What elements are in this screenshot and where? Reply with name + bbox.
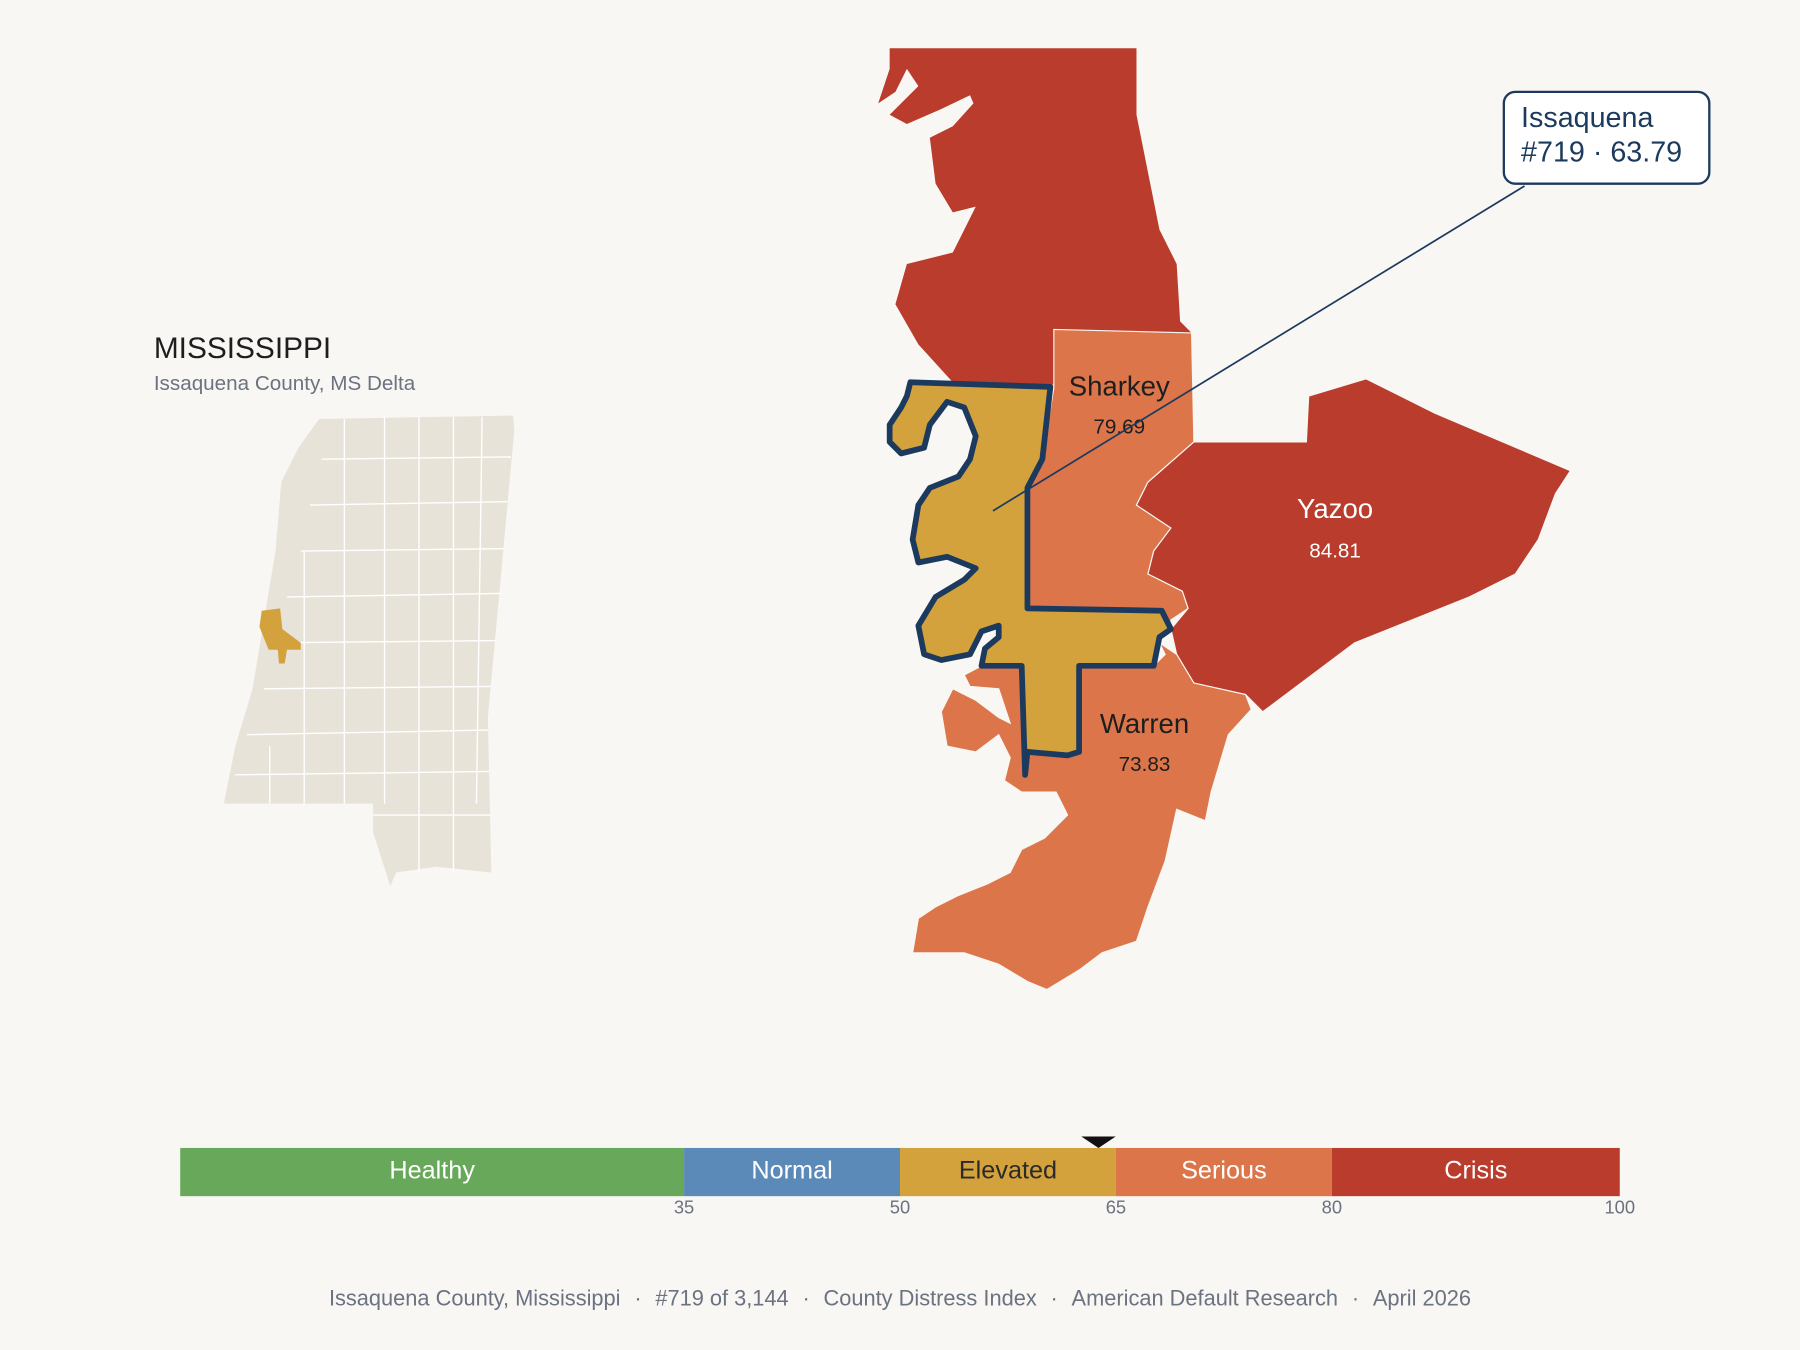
scale-band-label: Elevated xyxy=(959,1157,1057,1185)
footer-item: April 2026 xyxy=(1373,1285,1471,1310)
distress-scale: Healthy Normal Elevated Serious Crisis 35 50 65… xyxy=(180,1136,1635,1218)
footer-item: #719 of 3,144 xyxy=(655,1285,788,1310)
county-name: Sharkey xyxy=(1069,370,1170,401)
footer-separator: · xyxy=(802,1285,809,1310)
scale-band xyxy=(1115,1147,1332,1197)
county-name: Yazoo xyxy=(1297,493,1373,524)
county-name: Warren xyxy=(1100,708,1189,739)
issaquena-inset xyxy=(259,608,301,664)
scale-band xyxy=(180,1147,685,1197)
footer-item: County Distress Index xyxy=(824,1285,1037,1310)
scale-tick-label: 80 xyxy=(1322,1197,1342,1218)
scale-band-label: Normal xyxy=(751,1157,832,1185)
callout-leader xyxy=(992,185,1525,512)
state-inset xyxy=(223,415,515,887)
county-warren xyxy=(911,641,1252,991)
scale-band xyxy=(1331,1147,1620,1197)
county-issaquena[interactable] xyxy=(886,379,1174,778)
footer-separator: · xyxy=(634,1285,641,1310)
footer-item: American Default Research xyxy=(1072,1285,1339,1310)
scale-band xyxy=(900,1147,1116,1197)
footer: Issaquena County, Mississippi · #719 of 3,… xyxy=(329,1285,1471,1310)
scale-tick-label: 100 xyxy=(1604,1197,1635,1218)
state-subtitle: Issaquena County, MS Delta xyxy=(154,372,416,395)
county-value: 84.81 xyxy=(1309,540,1361,563)
scale-tick-label: 50 xyxy=(890,1197,910,1218)
county-washington xyxy=(878,48,1192,385)
county-value: 79.69 xyxy=(1093,416,1145,439)
county-yazoo xyxy=(1135,378,1572,713)
scale-tick-label: 35 xyxy=(674,1197,694,1218)
scale-band-label: Healthy xyxy=(389,1157,475,1185)
footer-item: Issaquena County, Mississippi xyxy=(329,1285,621,1310)
callout-detail: #719 · 63.79 xyxy=(1521,136,1682,168)
county-value: 73.83 xyxy=(1119,753,1171,776)
county-lines xyxy=(235,416,511,873)
callout-title: Issaquena xyxy=(1521,102,1653,134)
scale-marker xyxy=(1081,1136,1116,1148)
state-title: MISSISSIPPI xyxy=(154,332,331,365)
footer-separator: · xyxy=(1352,1285,1359,1310)
callout-box xyxy=(1502,90,1711,185)
scale-band-label: Serious xyxy=(1181,1157,1267,1185)
scale-tick-label: 65 xyxy=(1106,1197,1126,1218)
scale-band xyxy=(684,1147,900,1197)
scale-band-label: Crisis xyxy=(1444,1157,1507,1185)
state-outline xyxy=(223,415,515,887)
footer-separator: · xyxy=(1050,1285,1057,1310)
